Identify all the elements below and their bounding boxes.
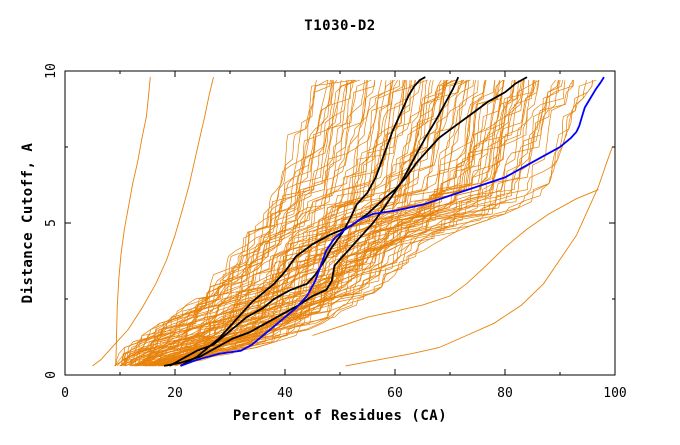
- series-line-model: [158, 80, 525, 367]
- series-line-model: [142, 80, 445, 366]
- y-tick-label: 5: [44, 219, 59, 227]
- x-tick-label: 60: [387, 386, 403, 401]
- series-line-model: [146, 80, 448, 367]
- series-line-model: [123, 79, 354, 366]
- series-line-model: [153, 80, 537, 367]
- series-line-4: [312, 189, 599, 336]
- series-line-model: [167, 80, 566, 367]
- series-line-model: [157, 80, 505, 367]
- series-line-model: [124, 80, 376, 367]
- series-line-model: [114, 80, 332, 367]
- series-line-model: [119, 80, 368, 367]
- series-line-model: [125, 80, 366, 366]
- x-tick-label: 40: [277, 386, 293, 401]
- series-line-model: [114, 80, 331, 367]
- series-line-model: [166, 80, 564, 367]
- plot-frame: [64, 70, 616, 376]
- series-line-model: [134, 80, 412, 367]
- series-line-1: [115, 77, 151, 366]
- series-line-model: [145, 80, 463, 367]
- series-line-8: [180, 76, 605, 367]
- series-line-model: [170, 79, 574, 367]
- series-line-model: [117, 80, 352, 367]
- chart-title: T1030-D2: [304, 18, 375, 34]
- x-tick-label: 0: [61, 386, 69, 401]
- series-line-model: [119, 80, 317, 367]
- series-line-model: [130, 80, 400, 367]
- x-tick-label: 20: [167, 386, 183, 401]
- y-tick-label: 10: [44, 63, 59, 79]
- series-line-model: [146, 80, 486, 367]
- series-line-model: [149, 80, 487, 367]
- series-line-model: [132, 79, 399, 367]
- series-line-model: [135, 80, 416, 367]
- series-line-model: [124, 80, 347, 367]
- series-line-model: [150, 80, 477, 367]
- series-line-model: [142, 79, 465, 367]
- series-line-model: [123, 80, 354, 366]
- x-tick-label: 80: [497, 386, 513, 401]
- x-axis-label: Percent of Residues (CA): [233, 408, 447, 424]
- axis-ticks: 0 20 40 60 80 100 0 5 10: [44, 63, 627, 401]
- series-line-model: [174, 80, 594, 367]
- series-line-model: [134, 80, 422, 367]
- series-line-model: [139, 79, 442, 367]
- x-tick-label: 100: [603, 386, 626, 401]
- series-line-2: [92, 76, 214, 367]
- series-line-model: [114, 79, 329, 367]
- series-line-model: [153, 80, 505, 367]
- plot-area: [92, 76, 613, 367]
- series-line-model: [159, 80, 530, 367]
- series-line-model: [152, 80, 505, 367]
- series-line-model: [120, 79, 338, 367]
- series-line-6: [163, 76, 460, 367]
- series-line-model: [166, 80, 560, 367]
- series-line-5: [169, 76, 426, 367]
- series-line-model: [166, 80, 575, 367]
- y-tick-label: 0: [44, 371, 59, 379]
- series-line-model: [149, 80, 504, 367]
- series-line-model: [152, 80, 469, 367]
- y-axis-label: Distance Cutoff, A: [20, 143, 36, 304]
- series-line-model: [174, 80, 593, 367]
- series-line-model: [130, 80, 392, 366]
